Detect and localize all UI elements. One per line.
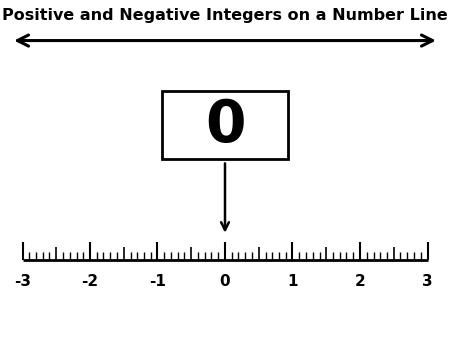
Text: -3: -3 (14, 274, 31, 289)
Text: 1: 1 (287, 274, 298, 289)
Text: 0: 0 (205, 97, 245, 153)
Text: 0: 0 (220, 274, 230, 289)
Text: -2: -2 (81, 274, 99, 289)
Text: -1: -1 (149, 274, 166, 289)
Bar (162, 91, 288, 159)
Text: 2: 2 (355, 274, 365, 289)
Text: 3: 3 (422, 274, 433, 289)
Text: Positive and Negative Integers on a Number Line: Positive and Negative Integers on a Numb… (2, 8, 448, 23)
